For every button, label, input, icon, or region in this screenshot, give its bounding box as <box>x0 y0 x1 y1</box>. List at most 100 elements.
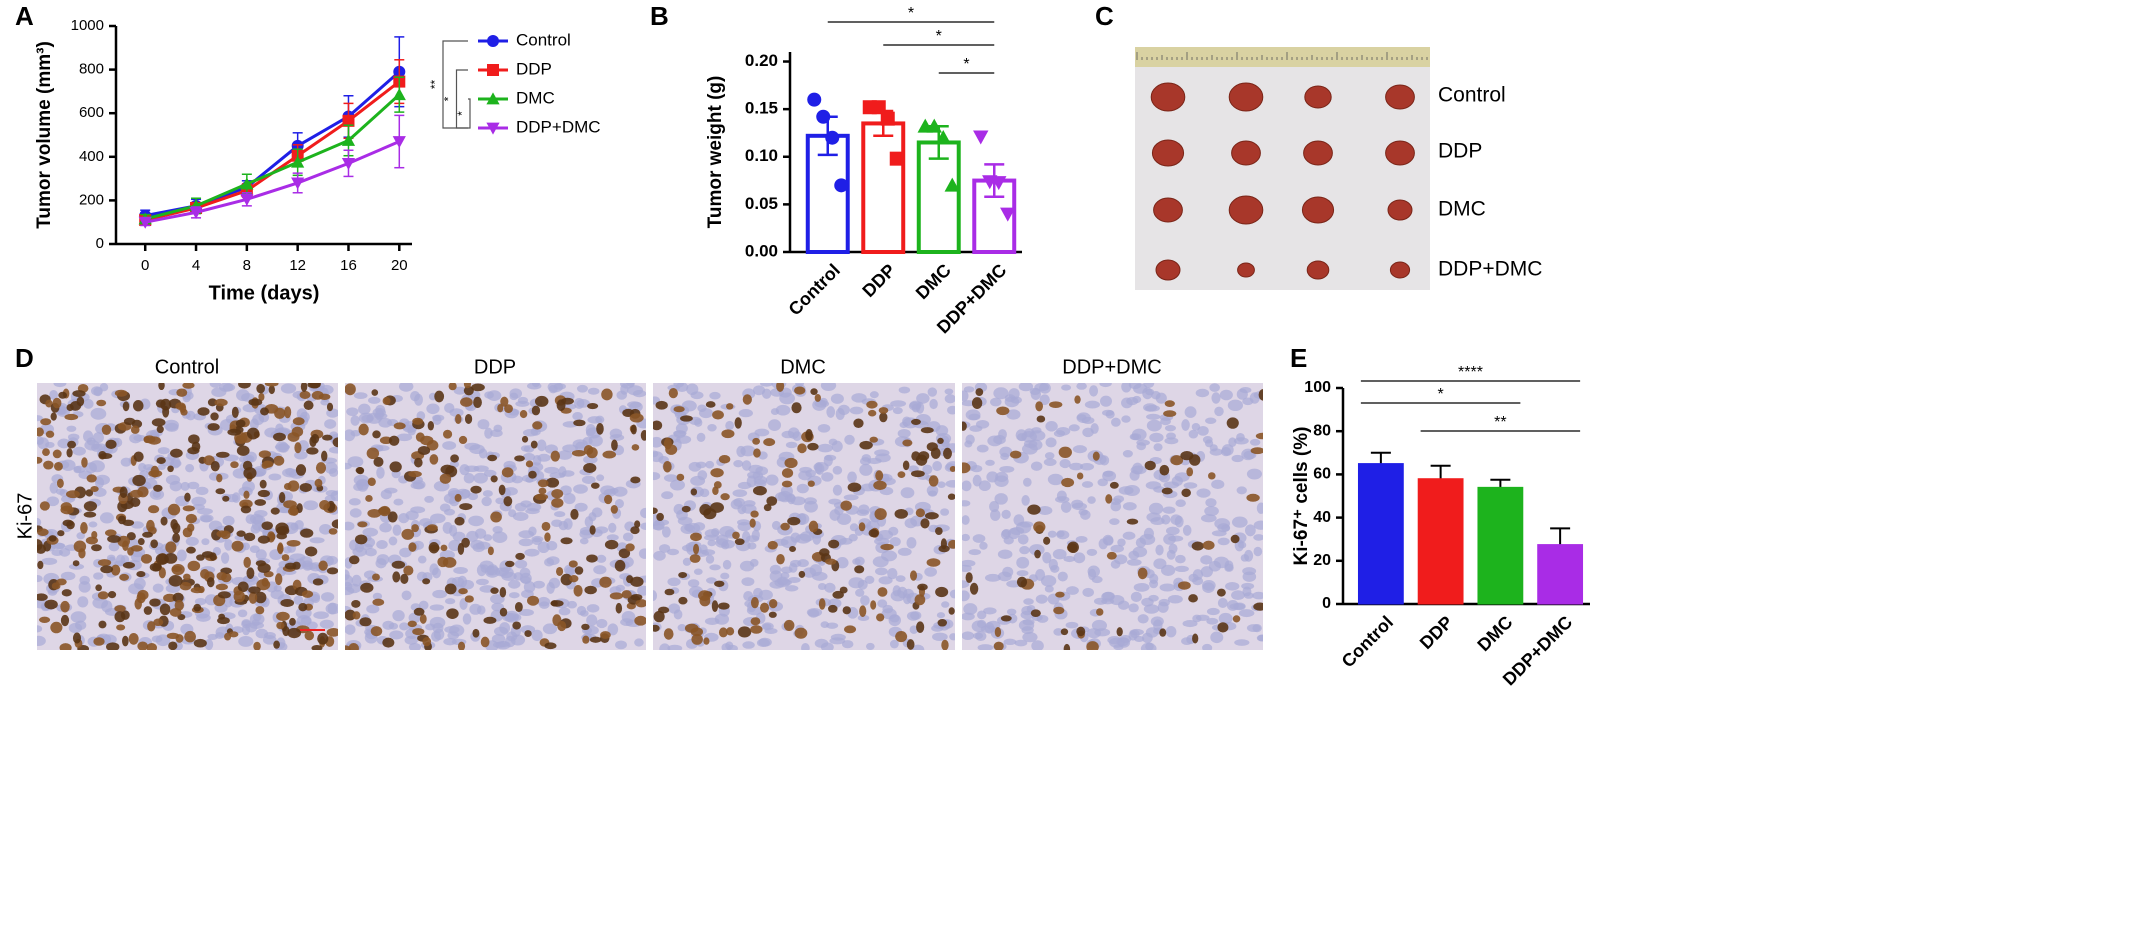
stained-nucleus <box>1217 622 1229 633</box>
nucleus <box>1069 462 1084 471</box>
nucleus <box>1109 518 1120 525</box>
marker <box>138 216 152 229</box>
nucleus <box>836 513 852 525</box>
stained-nucleus <box>179 581 192 591</box>
nucleus <box>1006 608 1017 616</box>
nucleus <box>984 573 1001 582</box>
stained-nucleus <box>763 438 776 447</box>
stained-nucleus <box>143 606 153 615</box>
nucleus <box>807 608 820 618</box>
panel-label: E <box>1290 343 1307 373</box>
stained-nucleus <box>948 607 955 615</box>
stained-nucleus <box>993 641 1004 650</box>
stained-nucleus <box>37 593 48 601</box>
nucleus <box>444 402 455 414</box>
stained-nucleus <box>439 473 452 484</box>
stained-nucleus <box>844 625 857 634</box>
stained-nucleus <box>1246 493 1260 502</box>
stained-nucleus <box>859 440 873 450</box>
series-line <box>144 80 401 222</box>
nucleus <box>1257 634 1263 642</box>
nucleus <box>1210 631 1224 644</box>
stained-nucleus <box>678 571 688 579</box>
nucleus <box>979 541 988 550</box>
nucleus <box>1101 591 1115 602</box>
stained-nucleus <box>1116 627 1123 637</box>
nucleus <box>709 391 721 400</box>
y-axis-label: Tumor weight (g) <box>705 76 726 229</box>
stained-nucleus <box>130 545 143 552</box>
stained-nucleus <box>66 520 75 530</box>
stained-nucleus <box>690 488 698 496</box>
nucleus <box>548 384 558 394</box>
nucleus <box>989 501 1000 513</box>
x-tick-label: 0 <box>141 257 149 274</box>
nucleus <box>99 383 109 392</box>
stained-nucleus <box>243 490 250 499</box>
marker <box>291 177 305 190</box>
nucleus <box>1072 445 1087 454</box>
stained-nucleus <box>147 505 160 514</box>
stained-nucleus <box>504 404 513 413</box>
nucleus <box>1136 442 1146 451</box>
nucleus <box>1047 530 1057 538</box>
nucleus <box>1024 428 1035 438</box>
stained-nucleus <box>480 636 490 648</box>
nucleus <box>1023 477 1032 487</box>
stained-nucleus <box>156 425 164 434</box>
tumor <box>1306 260 1330 280</box>
stained-nucleus <box>52 397 62 409</box>
stained-nucleus <box>90 485 99 492</box>
nucleus <box>211 387 227 397</box>
nucleus <box>1197 425 1209 436</box>
nucleus <box>1035 594 1048 604</box>
nucleus <box>874 449 890 457</box>
nucleus <box>1135 537 1147 548</box>
nucleus <box>41 557 58 565</box>
stained-nucleus <box>66 404 74 412</box>
stained-nucleus <box>371 389 379 396</box>
stained-nucleus <box>589 525 596 535</box>
nucleus <box>1225 581 1240 591</box>
stained-nucleus <box>231 540 244 552</box>
stained-nucleus <box>1010 450 1022 459</box>
nucleus <box>250 524 261 534</box>
stained-nucleus <box>781 468 794 478</box>
nucleus <box>1111 417 1121 427</box>
stained-nucleus <box>1074 395 1081 404</box>
stained-nucleus <box>634 615 646 626</box>
stained-nucleus <box>573 584 583 597</box>
nucleus <box>889 639 899 649</box>
stained-nucleus <box>129 489 144 498</box>
nucleus <box>1099 395 1113 407</box>
stained-nucleus <box>631 444 640 451</box>
stained-nucleus <box>142 531 153 538</box>
stained-nucleus <box>417 446 431 455</box>
nucleus <box>932 460 943 472</box>
stained-nucleus <box>407 620 417 628</box>
nucleus <box>367 396 381 404</box>
stained-nucleus <box>534 493 549 501</box>
stained-nucleus <box>514 455 525 462</box>
nucleus <box>576 605 587 616</box>
nucleus <box>612 486 628 497</box>
stained-nucleus <box>58 391 68 399</box>
nucleus <box>1133 582 1150 592</box>
nucleus <box>1246 468 1262 480</box>
nucleus <box>1044 585 1054 593</box>
nucleus <box>558 607 571 616</box>
stained-nucleus <box>287 627 302 639</box>
nucleus <box>690 475 706 486</box>
nucleus <box>852 558 861 565</box>
nucleus <box>238 635 254 647</box>
nucleus <box>733 460 744 468</box>
stained-nucleus <box>60 600 70 613</box>
stained-nucleus <box>589 636 602 643</box>
nucleus <box>506 631 518 642</box>
stained-nucleus <box>243 532 256 542</box>
nucleus <box>303 500 319 511</box>
nucleus <box>895 575 906 583</box>
nucleus <box>1183 482 1198 489</box>
stained-nucleus <box>918 451 930 461</box>
stained-nucleus <box>814 393 821 402</box>
